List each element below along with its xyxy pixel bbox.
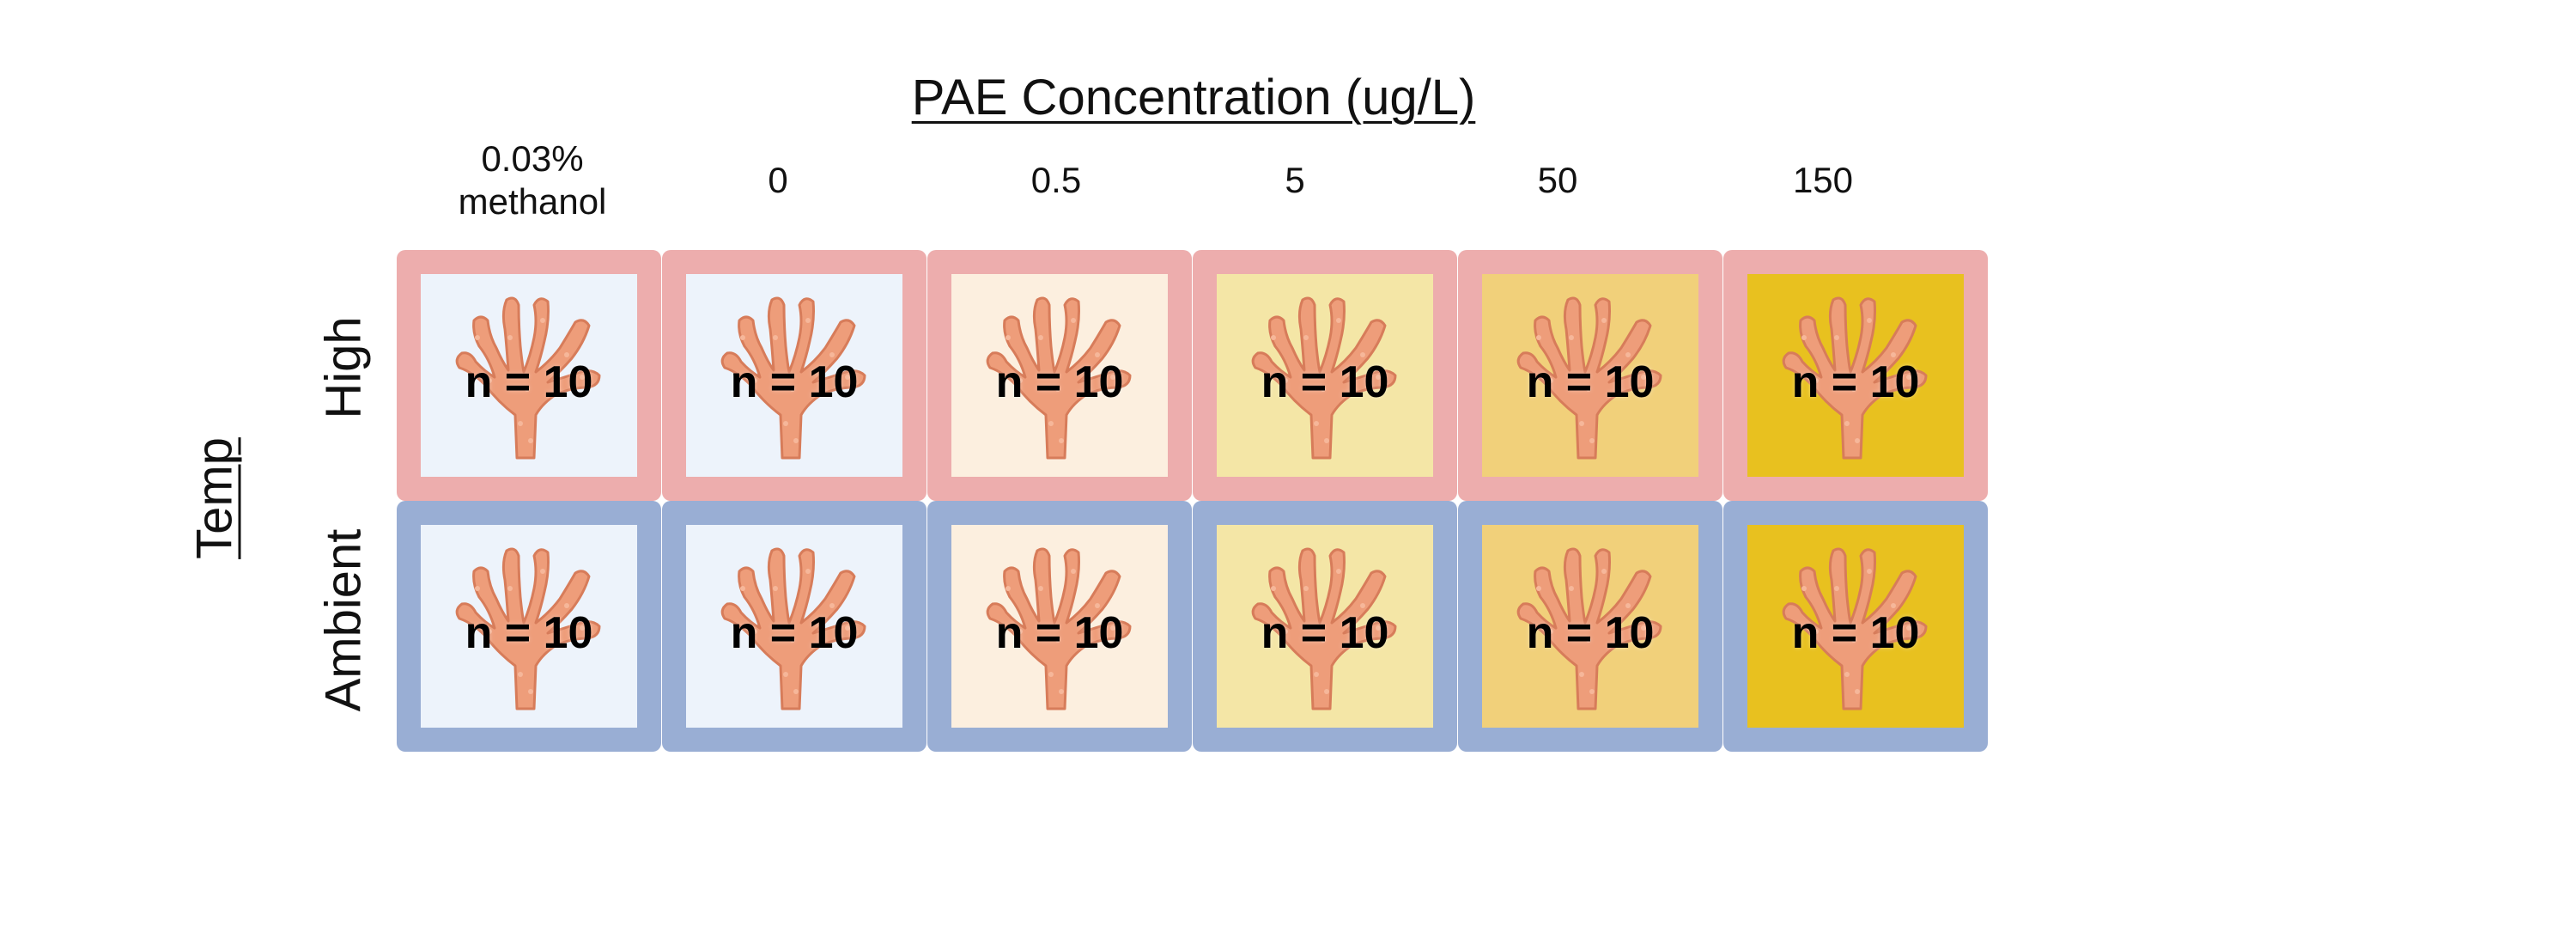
concentration-axis-title: PAE Concentration (ug/L) xyxy=(911,70,1476,125)
sample-size-label: n = 10 xyxy=(995,357,1124,407)
sample-size-label: n = 10 xyxy=(465,357,593,407)
treatment-cell: n = 10 xyxy=(662,250,927,501)
sample-size-label: n = 10 xyxy=(1526,608,1655,658)
coral-icon xyxy=(720,547,866,710)
temperature-row-label-high: High xyxy=(315,316,372,419)
treatment-cell: n = 10 xyxy=(927,501,1192,752)
treatment-tile: n = 10 xyxy=(1747,525,1964,728)
concentration-header: 50 xyxy=(1537,159,1578,200)
treatment-cell: n = 10 xyxy=(1723,250,1988,501)
sample-size-label: n = 10 xyxy=(1791,608,1920,658)
treatment-cell: n = 10 xyxy=(1723,501,1988,752)
treatment-tile: n = 10 xyxy=(1217,525,1433,728)
coral-icon xyxy=(455,547,601,710)
treatment-cell: n = 10 xyxy=(397,250,661,501)
treatment-cell: n = 10 xyxy=(1193,250,1457,501)
temperature-axis-title: Temp xyxy=(186,437,243,559)
treatment-tile: n = 10 xyxy=(686,274,902,477)
sample-size-label: n = 10 xyxy=(1261,608,1389,658)
treatment-cell: n = 10 xyxy=(662,501,927,752)
concentration-header: 0.03% methanol xyxy=(458,137,607,222)
coral-icon xyxy=(1782,547,1928,710)
sample-size-label: n = 10 xyxy=(730,608,859,658)
sample-size-label: n = 10 xyxy=(465,608,593,658)
treatment-cell: n = 10 xyxy=(927,250,1192,501)
treatment-cell: n = 10 xyxy=(1458,250,1722,501)
treatment-tile: n = 10 xyxy=(421,525,637,728)
treatment-cell: n = 10 xyxy=(1458,501,1722,752)
coral-icon xyxy=(986,296,1132,460)
treatment-tile: n = 10 xyxy=(1482,274,1698,477)
coral-icon xyxy=(1251,547,1397,710)
treatment-cell: n = 10 xyxy=(397,501,661,752)
concentration-header: 5 xyxy=(1285,159,1305,200)
coral-icon xyxy=(1516,547,1662,710)
sample-size-label: n = 10 xyxy=(1791,357,1920,407)
coral-icon xyxy=(986,547,1132,710)
treatment-tile: n = 10 xyxy=(1217,274,1433,477)
treatment-tile: n = 10 xyxy=(421,274,637,477)
treatment-cell: n = 10 xyxy=(1193,501,1457,752)
coral-icon xyxy=(1516,296,1662,460)
concentration-header: 0 xyxy=(768,159,788,200)
coral-icon xyxy=(720,296,866,460)
treatment-tile: n = 10 xyxy=(951,274,1168,477)
coral-icon xyxy=(1251,296,1397,460)
treatment-tile: n = 10 xyxy=(1747,274,1964,477)
temperature-row-label-ambient: Ambient xyxy=(315,528,372,712)
treatment-tile: n = 10 xyxy=(686,525,902,728)
coral-icon xyxy=(455,296,601,460)
treatment-tile: n = 10 xyxy=(951,525,1168,728)
sample-size-label: n = 10 xyxy=(995,608,1124,658)
sample-size-label: n = 10 xyxy=(1526,357,1655,407)
concentration-header: 150 xyxy=(1792,159,1854,200)
concentration-header: 0.5 xyxy=(1030,159,1082,200)
sample-size-label: n = 10 xyxy=(1261,357,1389,407)
coral-icon xyxy=(1782,296,1928,460)
treatment-tile: n = 10 xyxy=(1482,525,1698,728)
sample-size-label: n = 10 xyxy=(730,357,859,407)
